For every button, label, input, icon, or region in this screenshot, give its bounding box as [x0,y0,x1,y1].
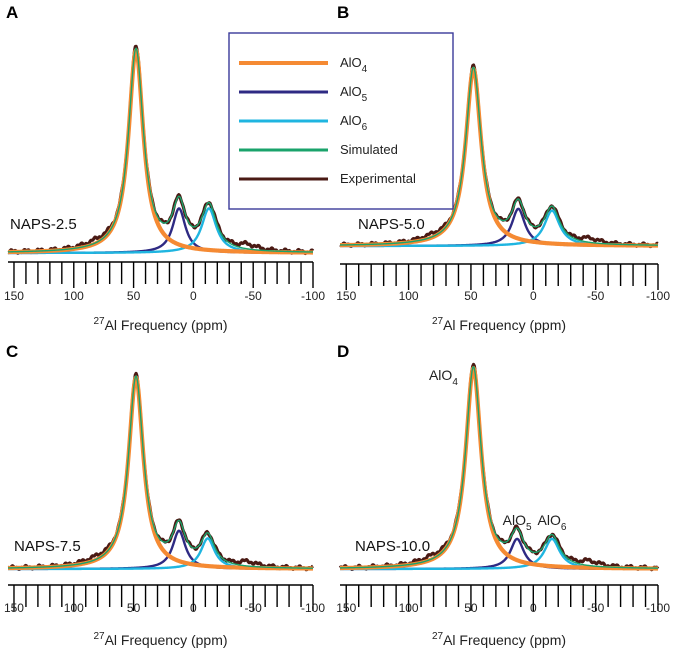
x-axis-title: 27Al Frequency (ppm) [93,316,227,333]
panel-d: D NAPS-10.0 150 100 50 0 -50 -100 27Al Frequency… [336,342,670,648]
tick-label: -50 [587,601,605,615]
tick-label: -100 [646,289,670,303]
x-axis: 150 100 50 0 -50 -100 27Al Frequency (ppm) [336,584,670,648]
legend-label: AlO5 [340,84,368,104]
tick-label: 50 [464,289,478,303]
legend-label: AlO6 [340,113,368,133]
x-axis: 150 100 50 0 -50 -100 27Al Frequency (ppm) [4,584,325,648]
tick-label: -100 [301,289,325,303]
tick-label: 0 [190,289,197,303]
sample-label: NAPS-5.0 [358,216,425,233]
legend-label: Simulated [340,142,398,157]
legend-item-alo4: AlO4 [239,55,368,75]
tick-label: 50 [127,601,141,615]
tick-label: 50 [464,601,478,615]
panel-letter: D [337,342,349,361]
x-axis-title: 27Al Frequency (ppm) [432,631,566,648]
tick-label: 100 [64,601,84,615]
tick-label: 150 [336,289,356,303]
legend-label: AlO4 [340,55,368,75]
tick-label: 0 [530,601,537,615]
tick-label: 100 [399,289,419,303]
tick-label: -50 [587,289,605,303]
x-axis-title: 27Al Frequency (ppm) [432,316,566,333]
peak-label-alo6: AlO6 [538,512,567,533]
tick-label: 150 [336,601,356,615]
panel-letter: B [337,3,349,22]
x-axis: 150 100 50 0 -50 -100 27Al Frequency (ppm) [336,263,670,333]
series-simulated-line [339,365,659,569]
tick-label: 0 [190,601,197,615]
panel-b: B NAPS-5.0 150 100 50 0 -50 -100 27Al Frequency … [336,3,670,333]
legend-label: Experimental [340,171,416,186]
tick-label: 100 [64,289,84,303]
x-axis: 150 100 50 0 -50 -100 27Al Frequency (ppm) [4,261,325,333]
tick-label: 100 [399,601,419,615]
sample-label: NAPS-7.5 [14,538,81,555]
panel-a: A NAPS-2.5 150 100 50 0 -50 -100 27Al Frequency … [4,3,325,333]
panel-letter: C [6,342,18,361]
legend-item-experimental: Experimental [239,171,416,186]
legend-item-simulated: Simulated [239,142,398,157]
tick-label: -100 [646,601,670,615]
sample-label: NAPS-2.5 [10,216,77,233]
tick-label: 150 [4,289,24,303]
panel-letter: A [6,3,18,22]
panel-c: C NAPS-7.5 150 100 50 0 -50 -100 27Al Frequency … [4,342,325,648]
peak-label-alo5: AlO5 [503,512,532,533]
legend-item-alo5: AlO5 [239,84,368,104]
tick-label: -50 [245,601,263,615]
series-simulated-line [7,375,314,569]
sample-label: NAPS-10.0 [355,538,430,555]
tick-label: 50 [127,289,141,303]
peak-label-alo4: AlO4 [429,367,458,388]
legend: AlO4 AlO5 AlO6 Simulated Experimental [228,32,454,210]
legend-item-alo6: AlO6 [239,113,368,133]
tick-label: 0 [530,289,537,303]
series-simulated-line [339,66,659,246]
series-simulated-line [7,47,314,253]
tick-label: -100 [301,601,325,615]
tick-label: -50 [245,289,263,303]
x-axis-title: 27Al Frequency (ppm) [93,631,227,648]
tick-label: 150 [4,601,24,615]
